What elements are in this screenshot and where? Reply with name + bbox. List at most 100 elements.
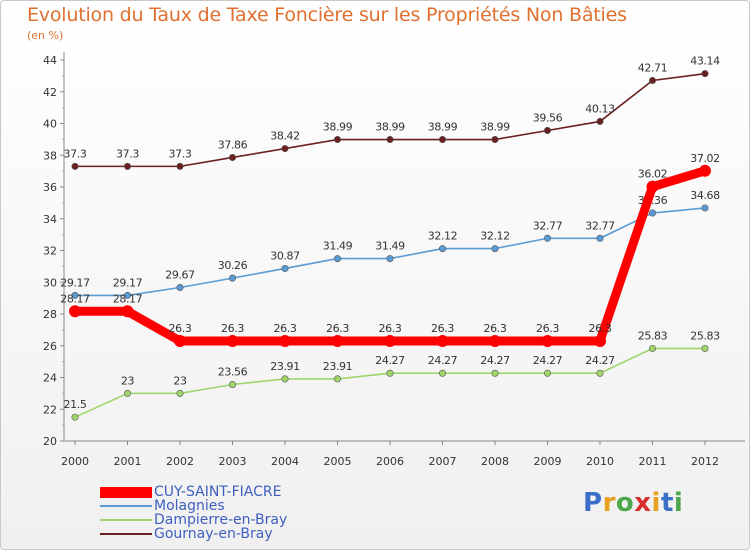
legend-swatch bbox=[100, 486, 152, 498]
data-point bbox=[333, 375, 341, 383]
data-label: 37.3 bbox=[169, 147, 192, 160]
data-label: 34.68 bbox=[690, 189, 720, 202]
x-tick-label: 2000 bbox=[61, 455, 89, 468]
chart-title: Evolution du Taux de Taxe Foncière sur l… bbox=[27, 4, 627, 26]
unit-label: (en %) bbox=[27, 29, 64, 42]
data-point bbox=[281, 264, 289, 272]
data-label: 26.3 bbox=[431, 322, 454, 335]
data-label: 23.91 bbox=[270, 360, 300, 373]
data-label: 38.99 bbox=[375, 121, 405, 134]
data-point bbox=[438, 245, 446, 253]
logo-letter: i bbox=[673, 488, 684, 518]
data-point bbox=[281, 145, 289, 153]
x-tick-label: 2012 bbox=[691, 455, 719, 468]
data-label: 38.99 bbox=[428, 121, 458, 134]
data-label: 40.13 bbox=[585, 102, 615, 115]
data-label: 24.27 bbox=[585, 354, 615, 367]
data-point bbox=[333, 255, 341, 263]
data-point bbox=[648, 209, 656, 217]
data-label: 26.3 bbox=[326, 322, 349, 335]
data-point bbox=[541, 334, 554, 347]
data-label: 43.14 bbox=[690, 55, 720, 68]
data-label: 24.27 bbox=[480, 354, 510, 367]
data-point bbox=[124, 162, 132, 170]
y-tick-label: 30 bbox=[43, 276, 57, 289]
data-point bbox=[543, 126, 551, 134]
data-point bbox=[229, 153, 237, 161]
x-tick-label: 2008 bbox=[481, 455, 509, 468]
data-label: 23 bbox=[173, 374, 187, 387]
y-tick-label: 22 bbox=[43, 403, 57, 416]
y-tick-label: 38 bbox=[43, 149, 57, 162]
data-label: 23.91 bbox=[323, 360, 353, 373]
x-tick-label: 2004 bbox=[271, 455, 299, 468]
legend-item-cuy: CUY-SAINT-FIACRE bbox=[100, 485, 287, 499]
data-label: 24.27 bbox=[375, 354, 405, 367]
data-label: 37.86 bbox=[218, 138, 248, 151]
legend-label: Dampierre-en-Bray bbox=[154, 512, 288, 528]
data-label: 38.99 bbox=[480, 121, 510, 134]
legend-swatch bbox=[100, 505, 152, 507]
data-point bbox=[543, 234, 551, 242]
data-label: 25.83 bbox=[638, 329, 668, 342]
data-point bbox=[69, 305, 81, 318]
data-point bbox=[646, 180, 659, 193]
logo-letter: o bbox=[615, 488, 635, 518]
x-tick-label: 2010 bbox=[586, 455, 614, 468]
data-point bbox=[174, 334, 186, 347]
data-label: 36.02 bbox=[638, 168, 668, 181]
y-tick-label: 20 bbox=[43, 435, 57, 448]
data-label: 26.3 bbox=[274, 322, 297, 335]
x-tick-label: 2001 bbox=[114, 455, 142, 468]
data-point bbox=[648, 344, 656, 352]
data-label: 37.3 bbox=[116, 147, 139, 160]
data-label: 29.67 bbox=[165, 268, 195, 281]
data-label: 32.12 bbox=[480, 230, 510, 243]
data-point bbox=[229, 274, 237, 282]
data-label: 24.27 bbox=[428, 354, 458, 367]
y-tick-label: 26 bbox=[43, 340, 57, 353]
legend-item-molagnies: Molagnies bbox=[100, 499, 287, 513]
data-label: 26.3 bbox=[484, 322, 507, 335]
data-point bbox=[124, 389, 132, 397]
data-label: 28.17 bbox=[113, 292, 143, 305]
legend-label: Gournay-en-Bray bbox=[154, 526, 273, 542]
data-label: 30.26 bbox=[218, 259, 248, 272]
data-label: 24.27 bbox=[533, 354, 563, 367]
data-label: 29.17 bbox=[113, 276, 143, 289]
data-point bbox=[279, 334, 291, 347]
logo-letter: P bbox=[583, 488, 603, 518]
data-label: 30.87 bbox=[270, 249, 300, 262]
data-point bbox=[596, 369, 604, 377]
data-point bbox=[699, 164, 711, 177]
data-point bbox=[331, 334, 344, 347]
data-label: 29.17 bbox=[60, 276, 90, 289]
data-label: 25.83 bbox=[690, 329, 720, 342]
y-tick-label: 40 bbox=[43, 118, 57, 131]
data-label: 38.99 bbox=[323, 121, 353, 134]
logo-letter: r bbox=[602, 488, 616, 518]
data-point bbox=[229, 380, 237, 388]
data-point bbox=[596, 234, 604, 242]
x-tick-label: 2006 bbox=[376, 455, 404, 468]
data-label: 28.17 bbox=[60, 292, 90, 305]
data-point bbox=[176, 389, 184, 397]
data-point bbox=[491, 245, 499, 253]
data-label: 26.3 bbox=[169, 322, 192, 335]
data-label: 37.02 bbox=[690, 152, 720, 165]
x-tick-label: 2003 bbox=[219, 455, 247, 468]
data-point bbox=[438, 136, 446, 144]
data-point bbox=[438, 369, 446, 377]
data-point bbox=[489, 334, 501, 347]
data-label: 26.3 bbox=[379, 322, 402, 335]
logo-letter: i bbox=[651, 488, 661, 518]
legend-label: CUY-SAINT-FIACRE bbox=[154, 484, 282, 500]
data-point bbox=[594, 334, 606, 347]
data-label: 23.56 bbox=[218, 365, 248, 378]
data-point bbox=[543, 369, 551, 377]
logo-letter: x bbox=[634, 488, 652, 518]
data-label: 31.49 bbox=[375, 240, 405, 253]
data-label: 31.49 bbox=[323, 240, 353, 253]
data-point bbox=[386, 136, 394, 144]
data-point bbox=[701, 70, 709, 78]
